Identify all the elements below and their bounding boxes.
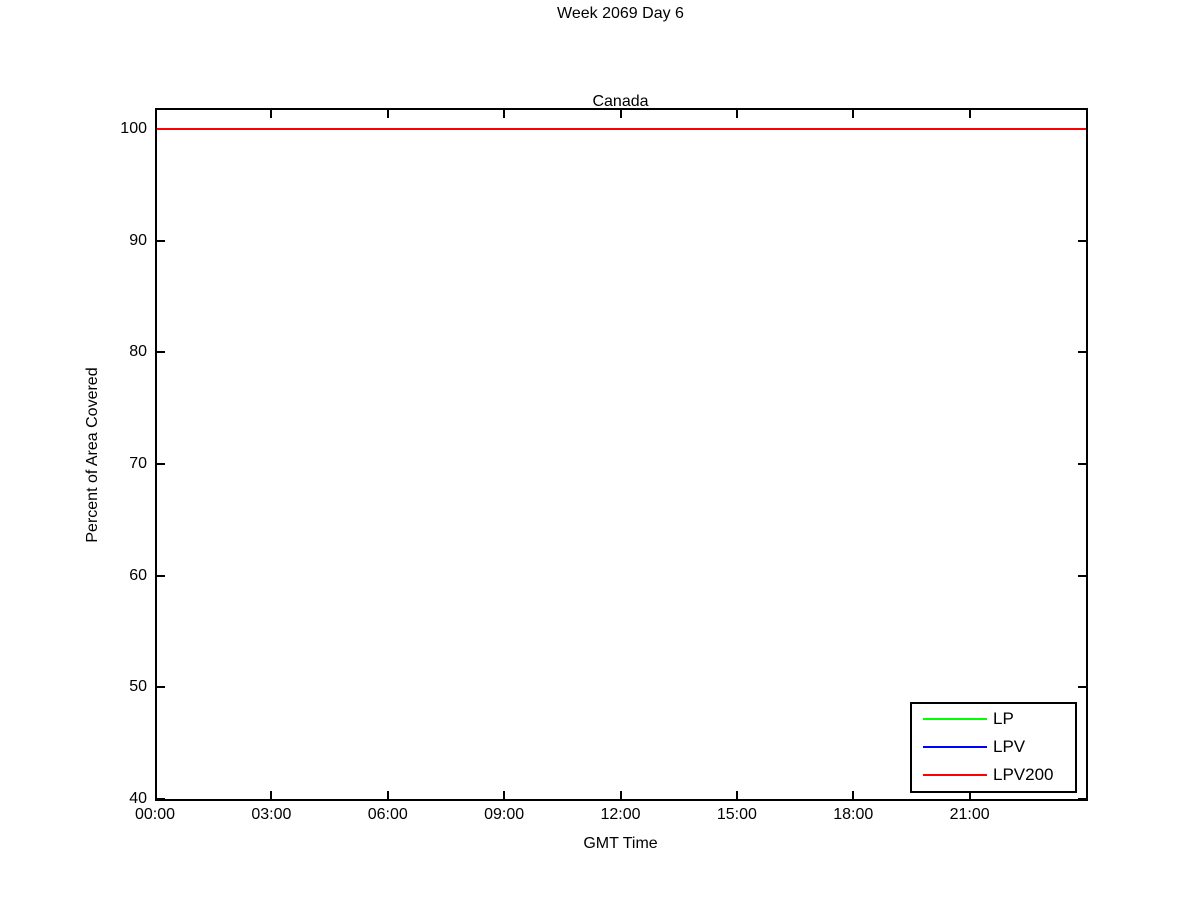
y-tick-right bbox=[1078, 351, 1086, 354]
x-tick-top bbox=[852, 110, 855, 118]
legend-item: LPV bbox=[912, 733, 1075, 761]
x-tick-top bbox=[386, 110, 389, 118]
chart-subtitle-line1: Canada bbox=[592, 93, 649, 110]
y-tick-label: 40 bbox=[129, 790, 147, 807]
y-tick-right bbox=[1078, 239, 1086, 242]
y-tick-left bbox=[157, 351, 165, 354]
x-tick-top bbox=[968, 110, 971, 118]
y-tick-label: 70 bbox=[129, 455, 147, 472]
x-tick-top bbox=[270, 110, 273, 118]
legend-line-swatch-lpv bbox=[923, 746, 987, 748]
y-tick-left bbox=[157, 798, 165, 799]
y-tick-right bbox=[1078, 463, 1086, 465]
y-tick-right bbox=[1078, 686, 1086, 689]
x-tick-bottom bbox=[619, 791, 622, 799]
y-tick-label: 50 bbox=[129, 678, 147, 696]
x-tick-bottom bbox=[852, 791, 855, 799]
x-tick-label: 21:00 bbox=[949, 806, 990, 823]
x-tick-label: 03:00 bbox=[251, 806, 292, 823]
x-tick-label: 12:00 bbox=[600, 806, 641, 823]
x-tick-bottom bbox=[503, 791, 506, 799]
x-tick-top bbox=[619, 110, 622, 118]
x-tick-bottom bbox=[735, 791, 738, 799]
legend-item: LPV200 bbox=[912, 761, 1075, 789]
x-tick-top bbox=[503, 110, 506, 118]
x-tick-bottom bbox=[386, 791, 389, 799]
y-tick-label: 100 bbox=[120, 120, 147, 137]
x-tick-bottom bbox=[968, 791, 971, 799]
plot-area bbox=[155, 108, 1088, 801]
page-title: Week 2069 Day 6 bbox=[557, 5, 684, 22]
x-tick-top bbox=[155, 110, 156, 118]
x-tick-label: 06:00 bbox=[367, 806, 408, 823]
x-tick-label: 15:00 bbox=[716, 806, 757, 823]
x-tick-bottom bbox=[155, 791, 156, 799]
legend-item-label: LPV bbox=[993, 737, 1026, 756]
y-tick-label: 90 bbox=[129, 231, 147, 249]
legend-item-label: LPV200 bbox=[993, 765, 1054, 784]
x-tick-label: 00:00 bbox=[134, 806, 176, 823]
legend-line-swatch-lpv200 bbox=[923, 774, 987, 776]
y-tick-left bbox=[157, 686, 165, 689]
series-line-lpv200 bbox=[157, 128, 1086, 130]
x-tick-label: 09:00 bbox=[484, 806, 525, 823]
x-axis-label: GMT Time bbox=[583, 835, 658, 852]
y-tick-label: 80 bbox=[129, 343, 147, 361]
x-tick-label: 18:00 bbox=[833, 806, 874, 823]
y-tick-left bbox=[157, 463, 165, 465]
y-tick-label: 60 bbox=[129, 566, 147, 584]
legend-item-label: LP bbox=[993, 709, 1014, 728]
y-tick-right bbox=[1078, 574, 1086, 577]
y-tick-left bbox=[157, 239, 165, 242]
legend-item: LP bbox=[912, 705, 1075, 733]
x-tick-bottom bbox=[270, 791, 273, 799]
legend-box: LP LPV LPV200 bbox=[910, 702, 1077, 793]
y-tick-right bbox=[1078, 798, 1086, 799]
x-tick-top bbox=[735, 110, 738, 118]
legend-line-swatch-lp bbox=[923, 718, 987, 720]
y-tick-left bbox=[157, 574, 165, 577]
